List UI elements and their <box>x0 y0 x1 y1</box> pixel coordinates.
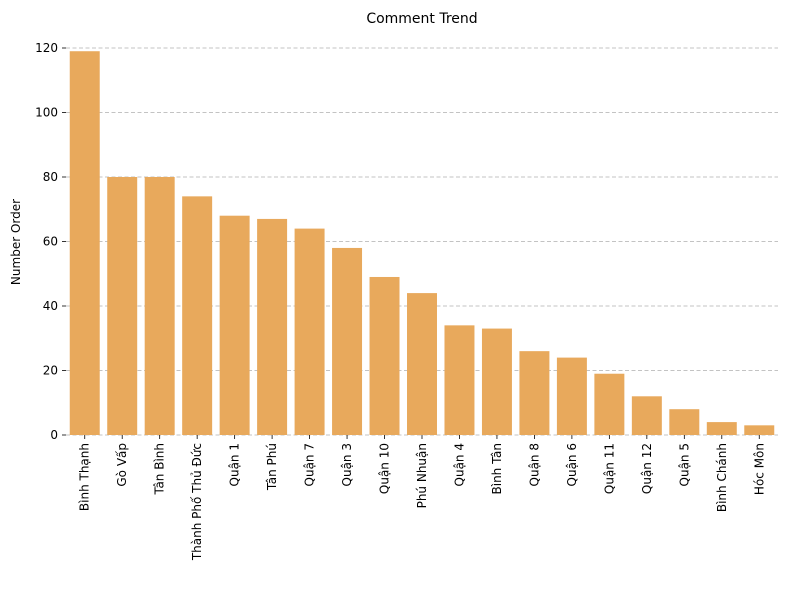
x-tick-label: Quận 7 <box>303 443 317 486</box>
y-tick-label: 60 <box>43 235 58 249</box>
bars <box>69 51 775 435</box>
x-tick-label: Quận 6 <box>565 443 579 486</box>
x-tick-label: Quận 11 <box>602 443 616 494</box>
bar <box>332 247 363 435</box>
bar <box>481 328 512 435</box>
x-tick-label: Quận 8 <box>527 443 541 486</box>
bar <box>107 177 138 435</box>
x-tick-label: Quận 1 <box>228 443 242 486</box>
x-tick-label: Bình Tân <box>490 443 504 494</box>
y-tick-label: 40 <box>43 299 58 313</box>
x-tick-label: Phú Nhuận <box>415 443 429 508</box>
bar <box>519 351 550 435</box>
x-tick-label: Tân Phú <box>265 443 279 491</box>
bar <box>369 276 400 435</box>
y-tick-label: 80 <box>43 170 58 184</box>
bar <box>631 396 662 435</box>
bar <box>257 218 288 435</box>
bar <box>144 177 175 435</box>
bar <box>556 357 587 435</box>
y-axis-label: Number Order <box>9 199 23 285</box>
x-axis-ticks: Bình Thạnh Gò Vấp Tân Bình Thành Phố Thủ Đứ… <box>78 435 766 561</box>
bar <box>706 422 737 435</box>
x-tick-label: Quận 12 <box>640 443 654 494</box>
y-tick-label: 120 <box>35 41 58 55</box>
bar <box>69 51 100 435</box>
bar <box>744 425 775 435</box>
x-tick-label: Bình Chánh <box>715 443 729 512</box>
x-tick-label: Hóc Môn <box>752 443 766 495</box>
x-tick-label: Quận 4 <box>452 443 466 486</box>
bar <box>219 215 250 435</box>
bar <box>669 409 700 435</box>
y-tick-label: 0 <box>50 428 58 442</box>
y-axis-ticks: 0 20 40 60 80 100 120 <box>35 41 66 442</box>
bar <box>294 228 325 435</box>
x-tick-label: Bình Thạnh <box>78 443 92 511</box>
y-tick-label: 100 <box>35 106 58 120</box>
y-tick-label: 20 <box>43 364 58 378</box>
x-tick-label: Gò Vấp <box>115 443 129 487</box>
x-tick-label: Thành Phố Thủ Đức <box>190 443 204 561</box>
chart-title: Comment Trend <box>366 11 477 27</box>
bar <box>594 373 625 435</box>
x-tick-label: Quận 10 <box>378 443 392 494</box>
x-tick-label: Tân Bình <box>153 443 167 495</box>
bar <box>407 293 437 435</box>
bar <box>182 196 213 435</box>
bar <box>444 325 475 435</box>
x-tick-label: Quận 3 <box>340 443 354 486</box>
x-tick-label: Quận 5 <box>677 443 691 486</box>
